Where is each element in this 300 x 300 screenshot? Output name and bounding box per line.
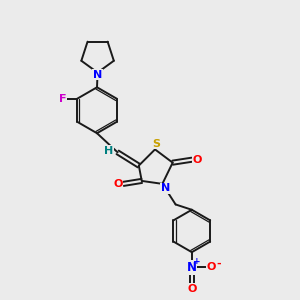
- Text: H: H: [104, 146, 113, 156]
- Text: +: +: [193, 257, 201, 266]
- Text: N: N: [161, 183, 170, 193]
- Text: O: O: [187, 284, 196, 294]
- Text: -: -: [216, 259, 220, 269]
- Text: O: O: [113, 179, 123, 189]
- Text: O: O: [207, 262, 216, 272]
- Text: F: F: [58, 94, 66, 104]
- Text: O: O: [192, 155, 202, 165]
- Text: S: S: [152, 139, 160, 148]
- Text: N: N: [187, 261, 197, 274]
- Text: N: N: [93, 70, 102, 80]
